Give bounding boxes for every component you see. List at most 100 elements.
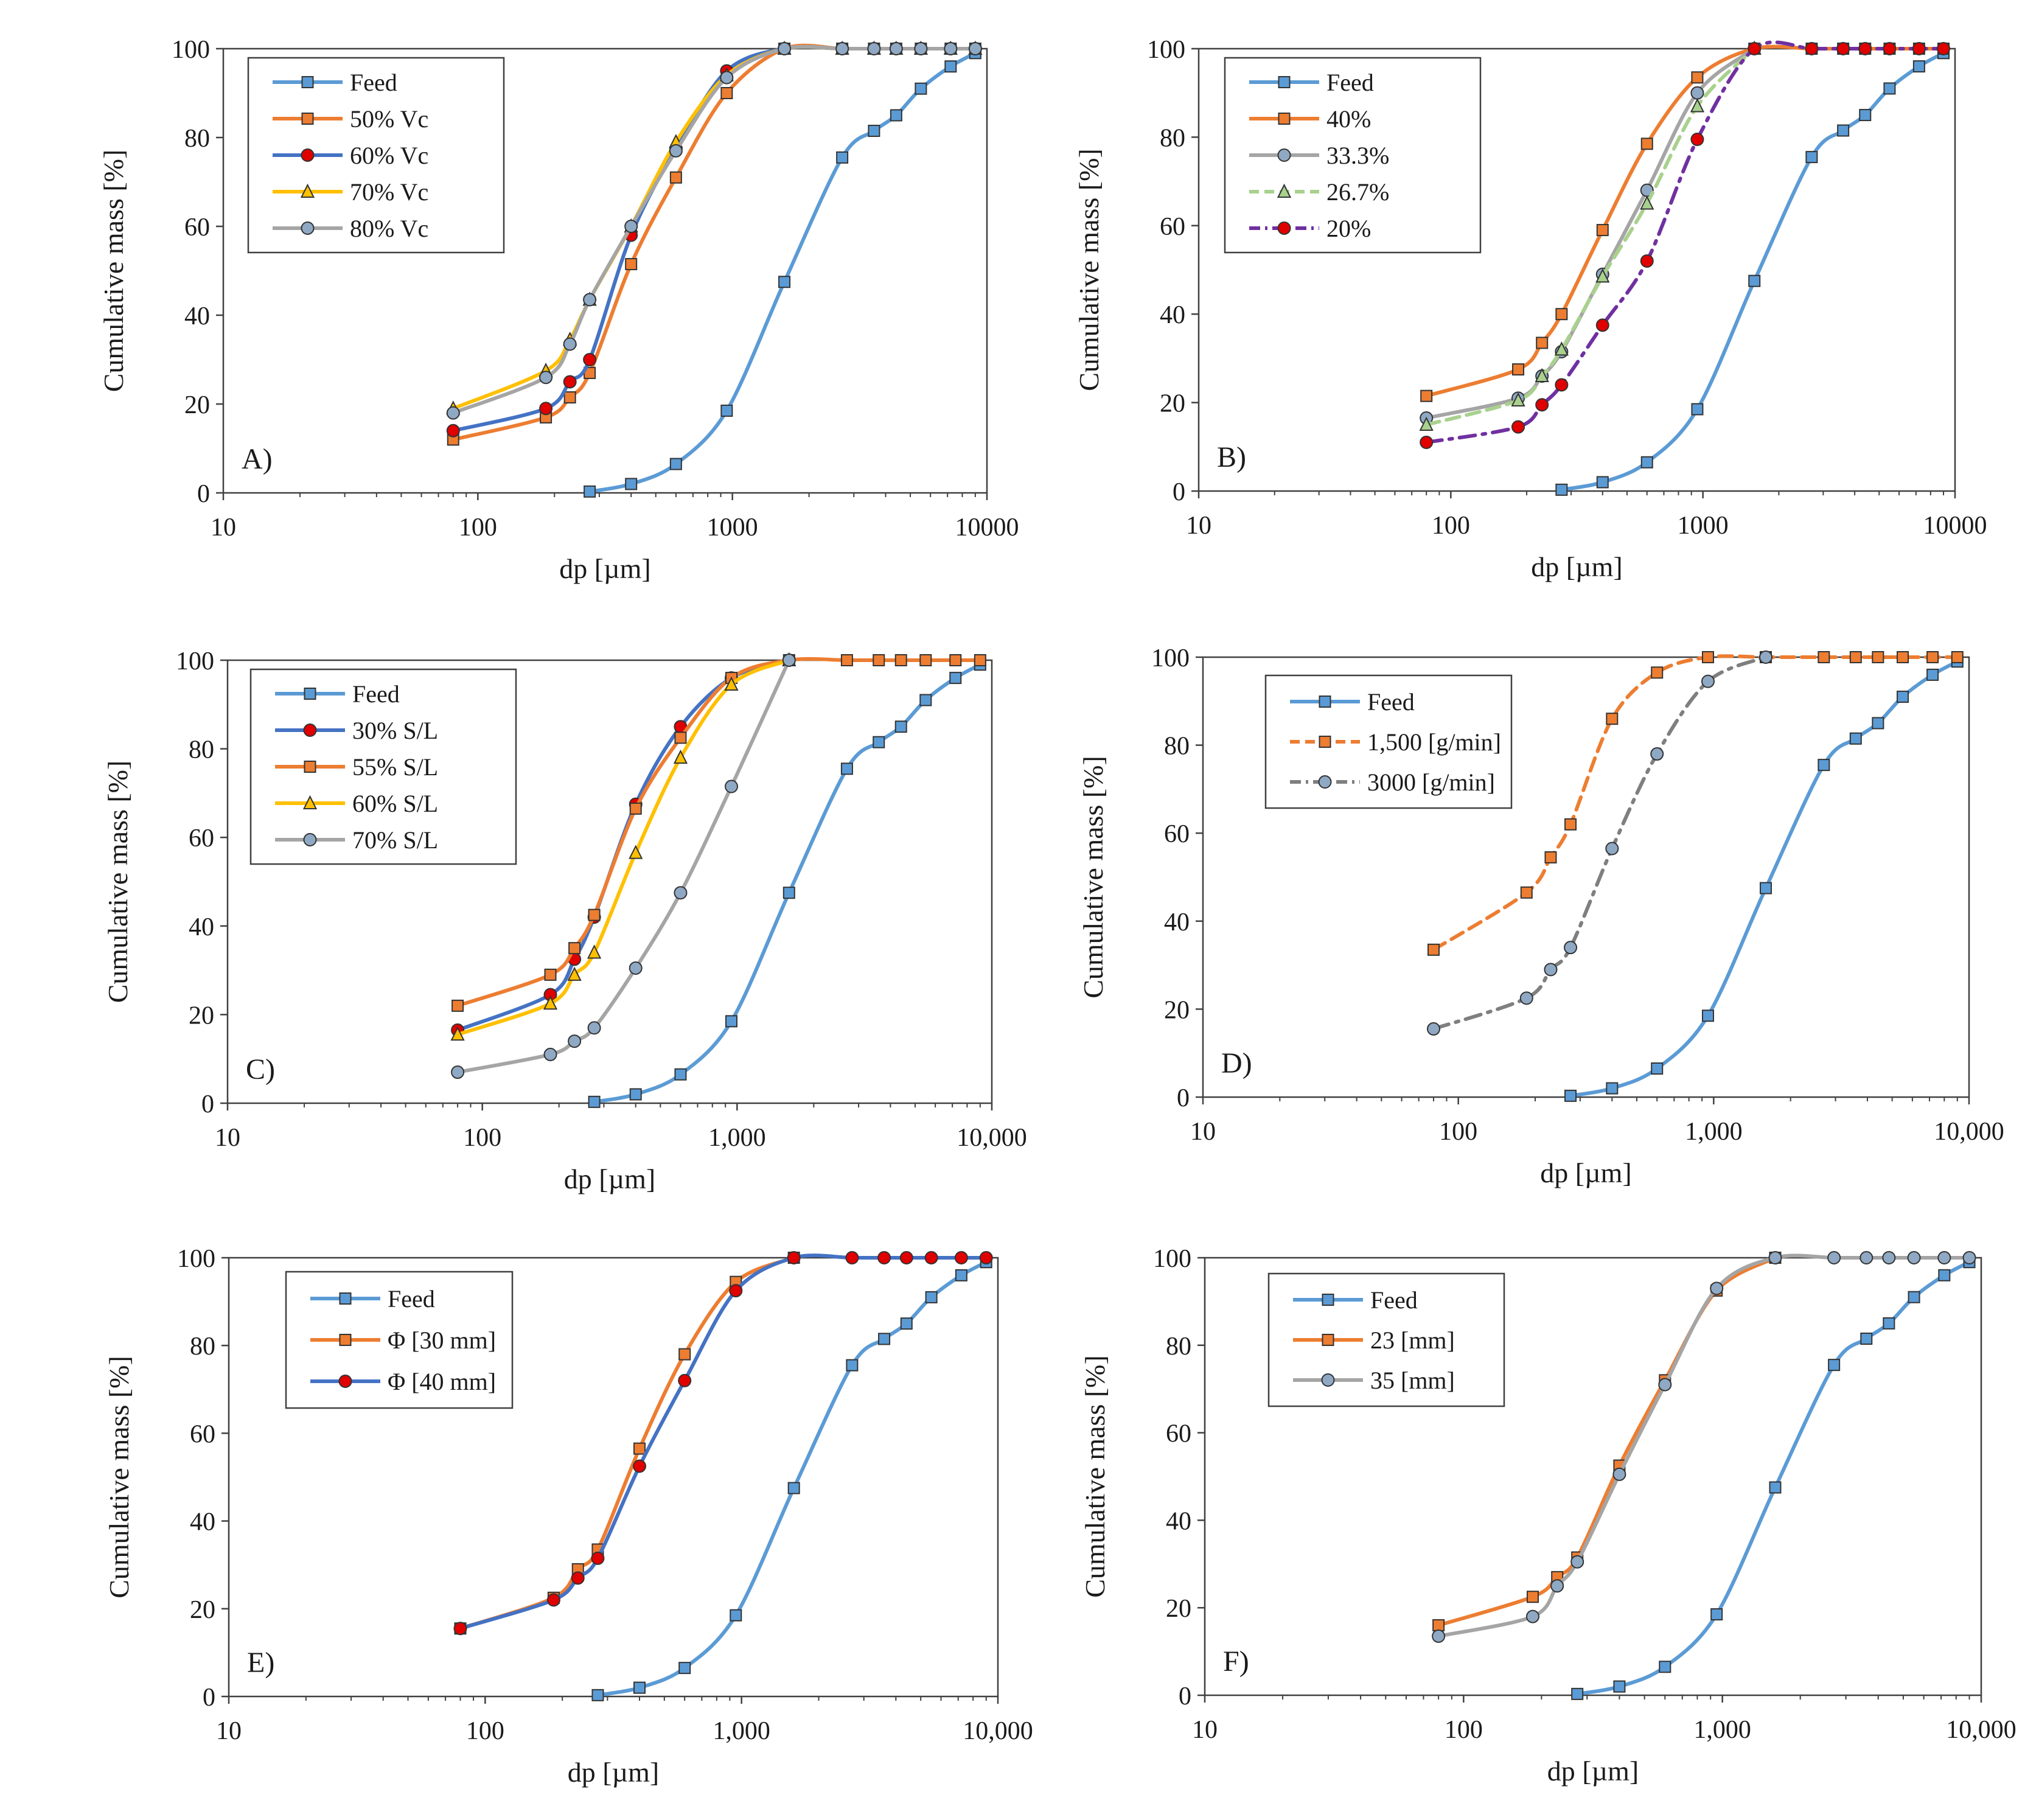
data-point [1748,42,1762,55]
legend-label: 1,500 [g/min] [1367,728,1501,756]
data-point [782,654,796,667]
legend-marker [1321,1373,1335,1387]
y-tick-label: 60 [1160,213,1185,241]
data-point [674,1068,687,1081]
y-tick-label: 0 [1177,1084,1190,1112]
data-point [678,1348,691,1361]
data-point [1690,133,1704,147]
x-tick-label: 100 [1432,512,1470,540]
legend-label: Feed [352,680,400,708]
data-point [889,42,903,55]
data-point [1526,1591,1539,1603]
data-point [1658,1378,1672,1392]
data-point [845,1251,859,1264]
series-line [458,1253,988,1631]
data-point [846,1359,859,1372]
data-point [919,694,932,706]
y-tick-label: 20 [184,391,210,419]
legend-label: 70% S/L [352,826,438,854]
data-point [1564,941,1578,955]
legend-marker [300,183,315,198]
series-line [1560,51,1945,492]
data-point [730,1609,742,1622]
y-tick-label: 60 [190,1420,215,1448]
data-point [451,999,464,1012]
data-point [974,654,986,666]
legend-marker [1319,736,1331,748]
data-point [1595,318,1609,332]
data-point [669,171,682,184]
data-point [629,961,643,975]
data-point [1805,42,1819,55]
data-point [567,966,582,981]
data-point [949,654,962,666]
legend-marker [303,723,317,737]
data-point [633,1442,646,1455]
data-point [1748,274,1761,287]
plot-area-frame [222,47,988,494]
series-1-500-g-min- [1427,651,1964,956]
series-60-vc [446,42,982,438]
legend: Feed 23 [mm] 35 [mm] [1267,1272,1505,1407]
data-point [1836,42,1850,55]
data-point [840,654,853,666]
legend-marker [1278,113,1291,125]
data-point [1937,42,1951,55]
y-tick-label: 100 [1147,36,1185,64]
series-line [588,51,977,493]
legend-label: 60% S/L [352,790,438,817]
data-point [1926,668,1939,681]
series-line [451,44,977,415]
data-point [1605,842,1619,856]
data-point [583,353,597,366]
y-tick-label: 20 [1160,390,1185,418]
legend-box [1224,57,1482,254]
x-tick-label: 1,000 [1693,1716,1751,1744]
data-point [1596,224,1609,237]
data-point [729,1284,743,1298]
x-tick-label: 1000 [1678,512,1729,540]
legend: Feed 1,500 [g/min] 3000 [g/min] [1264,674,1513,809]
legend-label: 40% [1326,105,1371,133]
data-point [563,375,577,389]
x-tick-label: 1,000 [713,1717,770,1745]
data-point [1827,1251,1841,1264]
data-point [1535,368,1549,382]
data-point [1564,818,1577,831]
legend-label: 26.7% [1326,178,1389,206]
data-point [450,1026,465,1041]
data-point [1427,943,1440,956]
data-point [451,1065,465,1079]
y-tick-label: 60 [1166,1420,1191,1448]
series-70-vc [446,40,983,415]
legend-marker [1278,76,1291,88]
legend: Feed Φ [30 mm] Φ [40 mm] [285,1271,514,1409]
data-point [571,1571,585,1585]
data-point [1805,151,1818,164]
data-point [1818,651,1830,663]
legend-label: Feed [388,1285,435,1313]
data-point [840,762,853,775]
data-point [1571,1687,1584,1700]
data-point [1710,1281,1724,1295]
data-point [1640,456,1653,469]
x-tick-label: 100 [466,1717,504,1745]
series-80-vc [446,42,982,420]
data-point [725,1015,738,1028]
x-tick-label: 1,000 [708,1124,766,1152]
legend-marker [302,795,318,809]
data-point [588,908,601,921]
x-tick-label: 10 [1186,512,1211,540]
data-point [1613,1680,1626,1693]
series-line [1424,44,1945,398]
data-point [633,1459,647,1473]
data-point [835,42,849,55]
data-point [873,654,885,666]
data-point [1570,1555,1584,1569]
y-tick-label: 0 [201,1090,214,1118]
y-tick-label: 20 [190,1596,215,1624]
data-point [1650,747,1664,761]
plot-area-frame [228,1257,999,1698]
panel-label: F) [1223,1645,1249,1678]
y-tick-label: 80 [190,1333,215,1361]
